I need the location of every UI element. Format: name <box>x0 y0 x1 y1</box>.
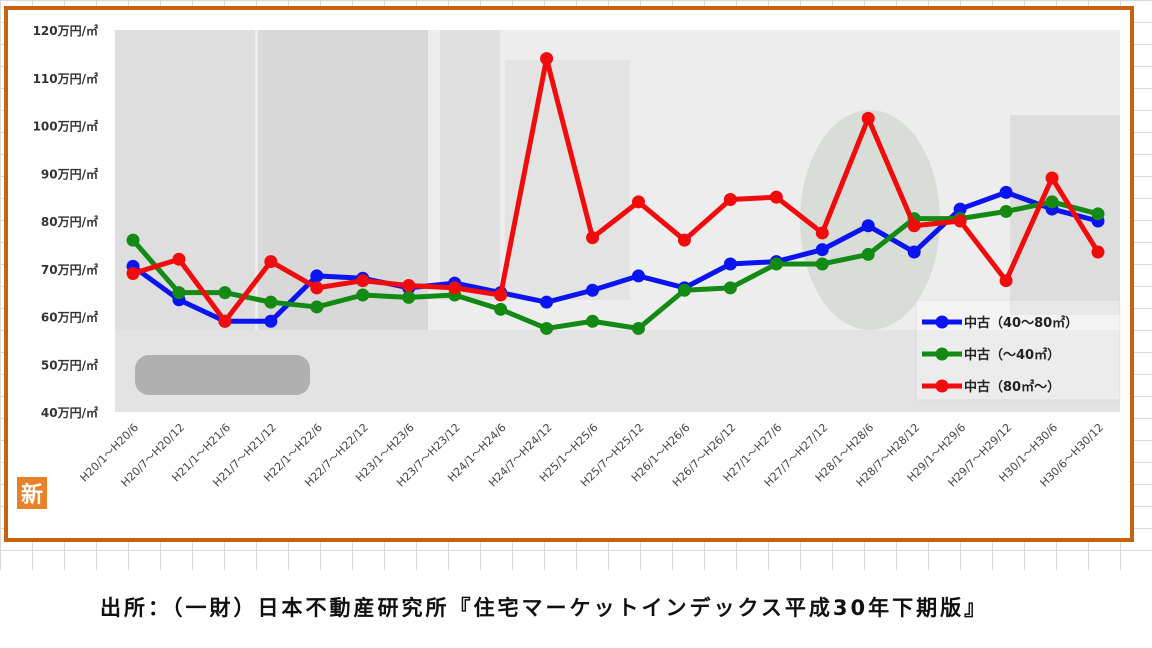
data-point-2 <box>769 190 783 204</box>
data-point-2 <box>815 226 829 240</box>
data-point-0 <box>907 245 921 259</box>
data-point-1 <box>264 295 278 309</box>
legend-box <box>915 299 1121 401</box>
data-point-1 <box>769 257 783 271</box>
data-point-2 <box>448 281 462 295</box>
series-line-1 <box>130 199 1101 331</box>
y-tick-label: 80万円/㎡ <box>41 214 98 229</box>
bg-building-mid <box>258 30 428 330</box>
data-point-2 <box>494 288 508 302</box>
data-point-2 <box>1045 171 1059 185</box>
data-point-2 <box>126 267 140 281</box>
data-point-2 <box>723 193 737 207</box>
data-point-1 <box>356 288 370 302</box>
data-point-1 <box>172 286 186 300</box>
data-point-2 <box>631 195 645 209</box>
data-point-0 <box>953 202 967 216</box>
data-point-2 <box>218 314 232 328</box>
data-point-1 <box>218 286 232 300</box>
data-point-2 <box>356 274 370 288</box>
legend-swatch-marker <box>935 379 949 393</box>
y-tick-label: 110万円/㎡ <box>33 71 98 86</box>
bg-building-tall <box>440 30 500 300</box>
data-point-1 <box>861 247 875 261</box>
data-point-0 <box>999 185 1013 199</box>
data-point-1 <box>723 281 737 295</box>
data-point-1 <box>126 233 140 247</box>
y-tick-label: 50万円/㎡ <box>41 357 98 372</box>
data-point-0 <box>861 219 875 233</box>
data-point-2 <box>861 111 875 125</box>
data-point-2 <box>402 278 416 292</box>
data-point-2 <box>953 214 967 228</box>
data-point-1 <box>631 321 645 335</box>
legend-label: 中古（80㎡～） <box>964 379 1060 395</box>
data-point-1 <box>540 321 554 335</box>
data-point-0 <box>631 269 645 283</box>
data-point-1 <box>677 283 691 297</box>
y-tick-label: 100万円/㎡ <box>33 119 98 134</box>
data-point-2 <box>586 231 600 245</box>
y-tick-label: 70万円/㎡ <box>41 262 98 277</box>
bg-building-right <box>505 60 630 300</box>
data-point-0 <box>723 257 737 271</box>
data-point-0 <box>264 314 278 328</box>
y-tick-label: 60万円/㎡ <box>41 310 98 325</box>
data-point-2 <box>999 274 1013 288</box>
data-point-2 <box>540 52 554 66</box>
series-line-0 <box>130 189 1101 324</box>
legend-label: 中古（40～80㎡） <box>964 315 1078 331</box>
data-point-2 <box>907 219 921 233</box>
legend-swatch-marker <box>935 347 949 361</box>
data-point-2 <box>1091 245 1105 259</box>
data-point-1 <box>494 302 508 316</box>
data-point-0 <box>310 269 324 283</box>
source-caption: 出所：（一財）日本不動産研究所『住宅マーケットインデックス平成30年下期版』 <box>100 596 989 620</box>
data-point-2 <box>677 233 691 247</box>
y-tick-label: 40万円/㎡ <box>41 405 98 420</box>
data-point-0 <box>540 295 554 309</box>
data-point-1 <box>310 300 324 314</box>
data-point-1 <box>402 290 416 304</box>
bg-car <box>135 355 310 395</box>
source-footer: 出所：（一財）日本不動産研究所『住宅マーケットインデックス平成30年下期版』 <box>0 570 1152 648</box>
data-point-1 <box>586 314 600 328</box>
data-point-1 <box>1091 207 1105 221</box>
data-point-2 <box>310 281 324 295</box>
new-badge-char: 新 <box>21 482 43 508</box>
new-badge <box>17 477 47 509</box>
legend-swatch-marker <box>935 315 949 329</box>
data-point-1 <box>999 204 1013 218</box>
data-point-1 <box>815 257 829 271</box>
y-tick-label: 120万円/㎡ <box>33 23 98 38</box>
series-line-2 <box>130 56 1101 324</box>
data-point-0 <box>815 243 829 257</box>
legend-label: 中古（～40㎡） <box>964 347 1060 363</box>
data-point-0 <box>586 283 600 297</box>
data-point-2 <box>172 252 186 266</box>
y-tick-label: 90万円/㎡ <box>41 166 98 181</box>
data-point-1 <box>1045 195 1059 209</box>
data-point-2 <box>264 255 278 269</box>
